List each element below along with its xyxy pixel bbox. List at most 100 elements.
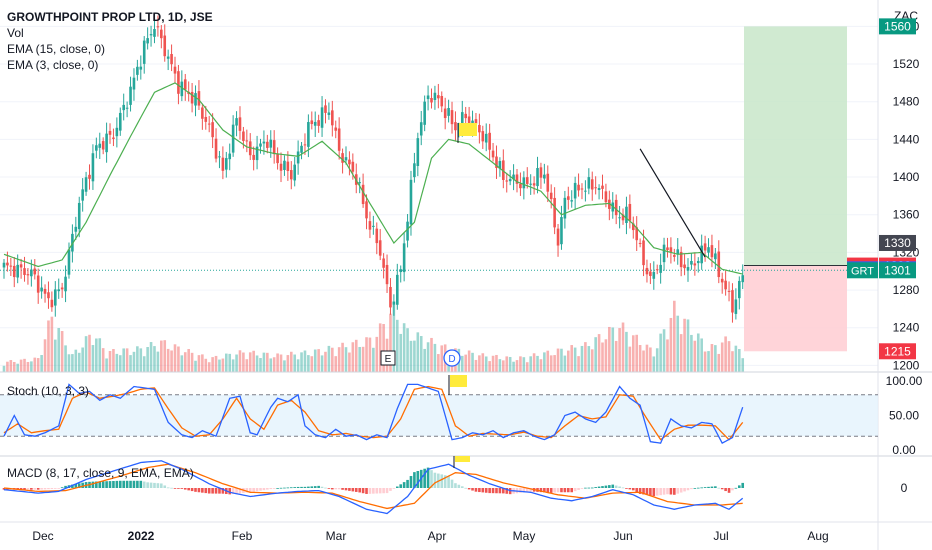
candle-body[interactable] — [522, 177, 526, 189]
candle-body[interactable] — [642, 240, 645, 266]
candle-body[interactable] — [447, 108, 450, 116]
candle-body[interactable] — [631, 223, 635, 231]
candle-body[interactable] — [556, 228, 560, 246]
candle-body[interactable] — [669, 247, 673, 253]
candle-body[interactable] — [310, 120, 314, 125]
candle-body[interactable] — [529, 183, 532, 185]
candle-body[interactable] — [594, 187, 597, 189]
candle-body[interactable] — [84, 177, 88, 192]
candle-body[interactable] — [358, 182, 361, 184]
study-ema3[interactable]: EMA (3, close, 0) — [7, 58, 99, 72]
candle-body[interactable] — [399, 269, 403, 273]
candle-body[interactable] — [129, 86, 132, 105]
candle-body[interactable] — [587, 177, 591, 189]
candle-body[interactable] — [57, 289, 61, 292]
candle-body[interactable] — [645, 267, 649, 275]
candle-body[interactable] — [638, 242, 642, 244]
candle-body[interactable] — [259, 143, 262, 147]
candle-body[interactable] — [375, 228, 379, 244]
candle-body[interactable] — [570, 200, 574, 202]
candle-body[interactable] — [320, 107, 324, 128]
candle-body[interactable] — [289, 170, 293, 180]
candle-body[interactable] — [430, 97, 433, 103]
candle-body[interactable] — [560, 217, 563, 245]
candle-body[interactable] — [6, 262, 9, 266]
candle-body[interactable] — [498, 161, 502, 169]
candle-body[interactable] — [714, 253, 717, 260]
study-vol[interactable]: Vol — [7, 26, 24, 40]
candle-body[interactable] — [549, 192, 553, 200]
candle-body[interactable] — [474, 119, 478, 124]
candle-body[interactable] — [467, 116, 471, 125]
candle-body[interactable] — [502, 160, 505, 180]
candle-body[interactable] — [402, 243, 406, 273]
candle-body[interactable] — [700, 245, 703, 264]
candle-body[interactable] — [166, 56, 170, 59]
candle-body[interactable] — [741, 275, 745, 283]
candle-body[interactable] — [378, 240, 382, 256]
candle-body[interactable] — [717, 251, 721, 278]
price-axis[interactable]: 1560152014801440140013601320128012401200 — [893, 19, 920, 372]
candle-body[interactable] — [344, 157, 348, 161]
trendline[interactable] — [639, 148, 706, 258]
candle-body[interactable] — [727, 290, 731, 292]
candle-body[interactable] — [307, 122, 310, 147]
candle-body[interactable] — [539, 167, 543, 178]
candle-body[interactable] — [40, 287, 43, 292]
candle-body[interactable] — [481, 131, 485, 142]
candle-body[interactable] — [283, 160, 286, 170]
candle-body[interactable] — [211, 122, 214, 138]
candle-body[interactable] — [601, 185, 604, 189]
candle-body[interactable] — [242, 131, 245, 141]
candle-body[interactable] — [132, 77, 136, 90]
candle-body[interactable] — [101, 141, 105, 150]
candle-body[interactable] — [272, 140, 276, 155]
candle-body[interactable] — [112, 137, 115, 139]
candle-body[interactable] — [43, 288, 47, 294]
candle-body[interactable] — [724, 280, 727, 290]
candle-body[interactable] — [536, 168, 539, 187]
candle-body[interactable] — [108, 130, 112, 135]
candle-body[interactable] — [214, 138, 218, 159]
candle-body[interactable] — [457, 127, 461, 133]
candle-body[interactable] — [519, 183, 522, 189]
candle-body[interactable] — [478, 124, 481, 133]
candle-body[interactable] — [460, 112, 464, 126]
candle-body[interactable] — [153, 29, 156, 37]
candle-body[interactable] — [372, 225, 375, 227]
candle-body[interactable] — [47, 292, 50, 299]
candle-body[interactable] — [676, 249, 680, 255]
candle-body[interactable] — [2, 262, 6, 268]
candle-body[interactable] — [392, 301, 396, 305]
candle-body[interactable] — [19, 264, 23, 268]
flag-icon[interactable] — [455, 456, 470, 462]
candle-body[interactable] — [156, 26, 160, 28]
candle-body[interactable] — [567, 196, 570, 200]
position-zones[interactable] — [744, 26, 847, 352]
candle-body[interactable] — [170, 54, 173, 65]
candle-body[interactable] — [738, 280, 741, 299]
candle-body[interactable] — [720, 278, 724, 283]
candle-body[interactable] — [139, 66, 143, 70]
candle-body[interactable] — [649, 271, 652, 276]
candle-body[interactable] — [382, 258, 385, 268]
candle-body[interactable] — [91, 153, 95, 182]
candle-body[interactable] — [368, 221, 372, 230]
candle-body[interactable] — [26, 274, 30, 276]
candle-body[interactable] — [146, 38, 149, 44]
candle-body[interactable] — [385, 264, 389, 285]
candle-body[interactable] — [125, 107, 129, 109]
candle-body[interactable] — [413, 163, 416, 178]
flag-icon[interactable] — [450, 375, 467, 387]
candle-body[interactable] — [204, 116, 208, 122]
candle-body[interactable] — [396, 274, 399, 305]
candle-body[interactable] — [64, 276, 67, 292]
candle-body[interactable] — [245, 140, 249, 142]
candle-body[interactable] — [36, 275, 40, 293]
candle-body[interactable] — [454, 122, 457, 131]
candle-body[interactable] — [666, 247, 669, 251]
candle-body[interactable] — [590, 179, 594, 190]
candle-body[interactable] — [221, 157, 225, 171]
candle-body[interactable] — [54, 289, 57, 306]
